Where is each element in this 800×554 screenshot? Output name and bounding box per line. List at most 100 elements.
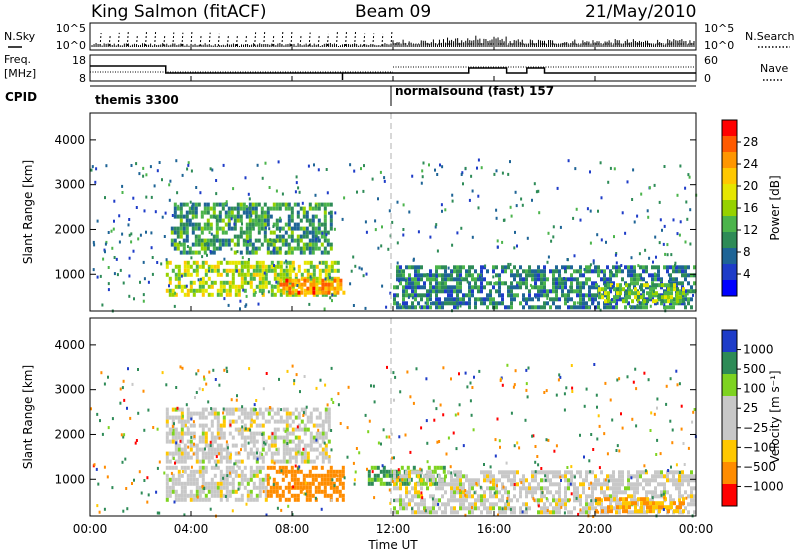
heatmap-cell <box>305 242 309 247</box>
heatmap-cell <box>227 303 230 307</box>
heatmap-cell <box>135 206 138 209</box>
heatmap-cell <box>468 486 471 491</box>
heatmap-cell <box>684 305 687 310</box>
heatmap-cell <box>282 459 286 464</box>
velocity-y-label: Slant Range [km] <box>21 365 35 469</box>
heatmap-cell <box>471 506 473 509</box>
heatmap-cell <box>510 285 513 290</box>
heatmap-cell <box>240 481 244 486</box>
heatmap-cell <box>276 272 280 277</box>
heatmap-cell <box>666 243 669 247</box>
heatmap-cell <box>204 431 208 436</box>
heatmap-cell <box>447 277 450 282</box>
heatmap-cell <box>640 295 643 300</box>
heatmap-cell <box>510 281 513 286</box>
heatmap-cell <box>643 501 646 506</box>
heatmap-cell <box>612 486 615 491</box>
heatmap-cell <box>209 167 212 171</box>
heatmap-cell <box>180 485 184 490</box>
heatmap-cell <box>606 494 609 499</box>
heatmap-cell <box>424 509 427 513</box>
heatmap-cell <box>252 439 256 444</box>
heatmap-cell <box>193 435 196 438</box>
heatmap-cell <box>335 469 339 474</box>
heatmap-cell <box>630 482 633 487</box>
heatmap-cell <box>319 378 322 382</box>
heatmap-cell <box>492 269 495 274</box>
heatmap-cell <box>347 385 350 389</box>
colorbar-swatch <box>722 184 737 201</box>
heatmap-cell <box>599 161 602 165</box>
nsearch-mark <box>381 33 384 47</box>
heatmap-cell <box>693 494 696 499</box>
heatmap-cell <box>195 260 199 265</box>
heatmap-cell <box>294 282 298 287</box>
heatmap-cell <box>228 473 232 478</box>
heatmap-cell <box>450 277 453 282</box>
frequency-marks <box>90 65 696 80</box>
heatmap-cell <box>371 470 374 474</box>
heatmap-cell <box>540 467 543 470</box>
heatmap-cell <box>165 258 168 262</box>
heatmap-cell <box>249 264 253 269</box>
heatmap-cell <box>513 470 516 475</box>
heatmap-cell <box>258 489 262 494</box>
heatmap-cell <box>278 246 282 251</box>
heatmap-cell <box>498 289 501 294</box>
heatmap-cell <box>171 489 175 494</box>
heatmap-cell <box>600 502 603 507</box>
heatmap-cell <box>290 218 294 223</box>
heatmap-cell <box>244 176 247 180</box>
heatmap-cell <box>462 474 465 479</box>
colorbar-tick-label: 8 <box>743 245 751 259</box>
heatmap-cell <box>662 508 665 511</box>
heatmap-cell <box>165 459 169 464</box>
heatmap-cell <box>468 297 471 302</box>
heatmap-cell <box>303 423 307 428</box>
heatmap-cell <box>272 489 276 494</box>
heatmap-cell <box>453 285 456 290</box>
heatmap-cell <box>281 192 284 196</box>
heatmap-cell <box>185 234 189 239</box>
heatmap-cell <box>397 477 401 482</box>
heatmap-cell <box>191 206 195 211</box>
heatmap-cell <box>194 226 198 231</box>
heatmap-cell <box>142 260 145 264</box>
heatmap-cell <box>326 242 330 247</box>
heatmap-cell <box>95 167 98 171</box>
heatmap-cell <box>579 289 582 294</box>
heatmap-cell <box>218 436 221 440</box>
heatmap-cell <box>675 265 678 270</box>
heatmap-cell <box>396 285 399 290</box>
heatmap-cell <box>218 218 222 223</box>
heatmap-cell <box>468 506 471 511</box>
heatmap-cell <box>269 476 272 480</box>
heatmap-cell <box>255 473 259 478</box>
heatmap-cell <box>543 391 546 394</box>
heatmap-cell <box>279 229 281 233</box>
heatmap-cell <box>652 505 655 510</box>
heatmap-cell <box>675 470 678 475</box>
heatmap-cell <box>235 269 238 273</box>
heatmap-cell <box>604 299 607 304</box>
heatmap-cell <box>323 210 327 215</box>
heatmap-cell <box>206 206 210 211</box>
heatmap-cell <box>269 206 273 211</box>
heatmap-cell <box>305 485 309 490</box>
heatmap-cell <box>192 280 196 285</box>
heatmap-cell <box>540 289 543 294</box>
heatmap-cell <box>336 474 339 478</box>
heatmap-cell <box>269 485 273 490</box>
heatmap-cell <box>332 473 336 478</box>
heatmap-cell <box>394 375 397 379</box>
heatmap-cell <box>417 281 420 286</box>
heatmap-cell <box>130 240 133 244</box>
heatmap-cell <box>198 411 202 416</box>
heatmap-cell <box>330 397 333 401</box>
heatmap-cell <box>222 476 225 480</box>
heatmap-cell <box>411 277 414 282</box>
heatmap-cell <box>688 175 691 179</box>
heatmap-cell <box>658 283 661 288</box>
heatmap-cell <box>493 491 496 495</box>
heatmap-cell <box>652 291 655 296</box>
